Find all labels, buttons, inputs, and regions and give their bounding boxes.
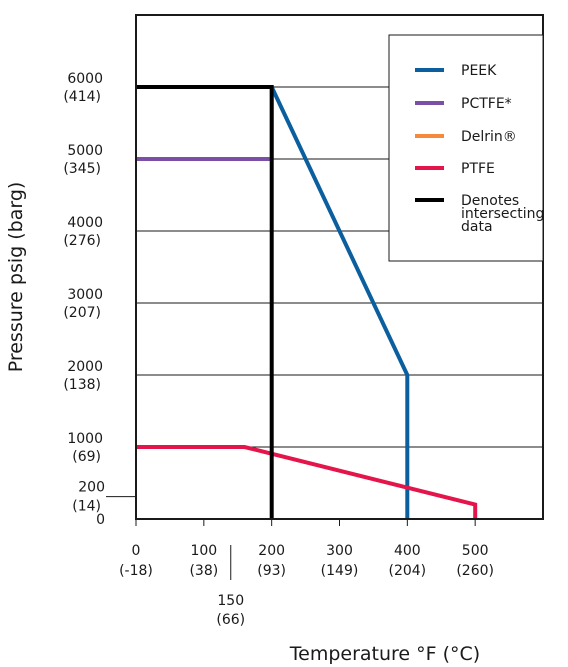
x-tick-label-200: 200 (258, 543, 285, 559)
x-axis-title: Temperature °F (°C) (289, 643, 480, 665)
y-tick-label-0: 0 (96, 512, 105, 528)
y-tick-label-5000: 5000 (67, 143, 103, 159)
y-tick-label-1000: 1000 (67, 431, 103, 447)
y-tick-sublabel-4000: (276) (63, 233, 101, 249)
y-tick-label-2000: 2000 (67, 359, 103, 375)
series-line-ptfe (136, 445, 478, 519)
y-tick-sublabel-6000: (414) (63, 89, 101, 105)
y-extra-tick-sublabel: (14) (72, 499, 101, 515)
legend-box (388, 34, 544, 262)
y-tick-label-3000: 3000 (67, 287, 103, 303)
x-tick-label-500: 500 (462, 543, 489, 559)
legend-label-pctfe: PCTFE* (461, 96, 512, 112)
legend: PEEK PCTFE* Delrin® PTFE Denotesintersecting… (388, 34, 544, 262)
legend-label-peek: PEEK (461, 63, 497, 79)
series-lines (136, 85, 478, 519)
series-line-peek (269, 86, 410, 519)
y-extra-tick-label: 200 (78, 480, 105, 496)
y-tick-sublabel-2000: (138) (63, 377, 101, 393)
axis-ticks: 0 (-18) 100 (38) 200 (93) 300 (149) 400 (204) 500 (… (63, 71, 494, 628)
y-axis-title: Pressure psig (barg) (5, 182, 27, 373)
x-tick-sublabel-200: (93) (257, 563, 286, 579)
x-tick-label-100: 100 (190, 543, 217, 559)
x-tick-sublabel-100: (38) (189, 563, 218, 579)
x-extra-tick-label: 150 (217, 593, 244, 609)
y-tick-sublabel-5000: (345) (63, 161, 101, 177)
x-tick-label-0: 0 (132, 543, 141, 559)
x-extra-tick-sublabel: (66) (216, 612, 245, 628)
legend-label-denotes-intersecting-data: Denotes (461, 193, 519, 209)
y-tick-sublabel-3000: (207) (63, 305, 101, 321)
legend-label-ptfe: PTFE (461, 161, 495, 177)
x-tick-sublabel-300: (149) (321, 563, 359, 579)
legend-label-denotes-intersecting-data-1: intersecting (461, 206, 544, 222)
legend-label-denotes-intersecting-data-2: data (461, 219, 493, 235)
legend-label-delrin: Delrin® (461, 129, 517, 145)
x-tick-sublabel-500: (260) (456, 563, 494, 579)
x-tick-sublabel-0: (-18) (119, 563, 153, 579)
y-tick-label-6000: 6000 (67, 71, 103, 87)
series-line-denotes-intersecting-data (136, 85, 274, 519)
y-tick-label-4000: 4000 (67, 215, 103, 231)
y-tick-sublabel-1000: (69) (72, 449, 101, 465)
x-tick-label-400: 400 (394, 543, 421, 559)
x-tick-sublabel-400: (204) (389, 563, 427, 579)
x-tick-label-300: 300 (326, 543, 353, 559)
